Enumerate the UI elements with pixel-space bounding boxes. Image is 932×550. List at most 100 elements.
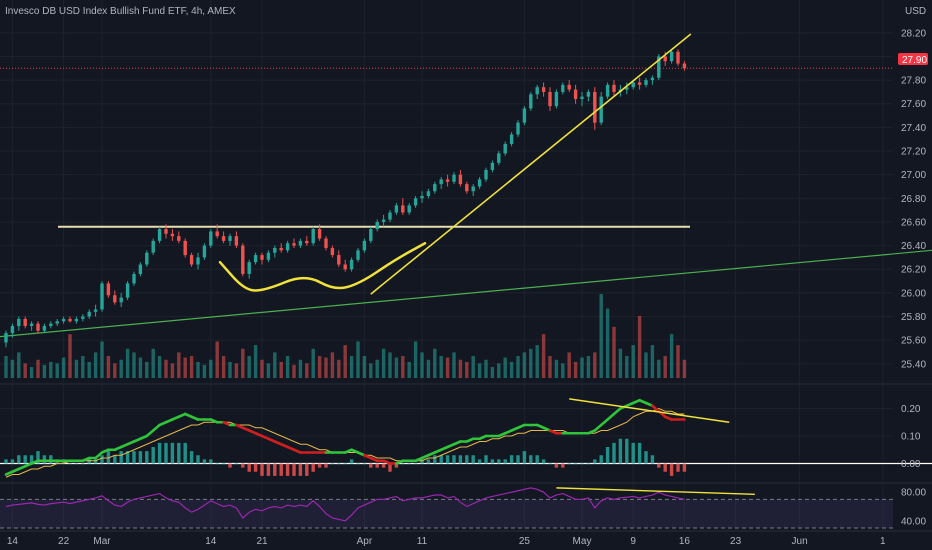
- volume-bar: [637, 315, 642, 378]
- candle-body: [55, 321, 59, 324]
- macd-histogram-bar: [548, 463, 552, 465]
- candle-body: [381, 219, 386, 222]
- macd-histogram-bar: [535, 455, 539, 464]
- macd-histogram-bar: [356, 463, 360, 465]
- candle-body: [356, 250, 360, 260]
- macd-histogram-bar: [657, 463, 661, 468]
- macd-histogram-bar: [567, 463, 571, 465]
- candle-body: [612, 84, 616, 92]
- macd-panel[interactable]: [0, 398, 932, 478]
- volume-bar: [362, 356, 367, 378]
- macd-histogram-bar: [49, 455, 53, 464]
- candle-body: [10, 325, 15, 334]
- price-panel[interactable]: [0, 33, 932, 378]
- macd-histogram-bar: [669, 463, 674, 476]
- macd-histogram-bar: [330, 463, 335, 465]
- macd-histogram-bar: [305, 463, 309, 476]
- macd-histogram-bar: [618, 438, 623, 464]
- macd-histogram-bar: [36, 451, 40, 464]
- candle-body: [349, 259, 354, 270]
- volume-bar: [202, 364, 207, 378]
- price-tick-label: 26.20: [901, 265, 926, 276]
- candle-body: [631, 82, 635, 88]
- macd-histogram-bar: [349, 459, 354, 464]
- macd-histogram-bar: [151, 447, 155, 464]
- volume-bar: [311, 348, 315, 378]
- candle-body: [605, 84, 610, 97]
- rsi-panel[interactable]: [0, 487, 893, 529]
- volume-bar: [55, 363, 59, 378]
- candle-body: [490, 162, 495, 170]
- macd-histogram-bar: [228, 463, 232, 468]
- volume-bar: [177, 352, 181, 378]
- candle-body: [445, 179, 450, 182]
- x-tick-label: 25: [519, 536, 531, 547]
- macd-histogram-bar: [87, 459, 91, 464]
- macd-histogram-bar: [599, 455, 603, 464]
- volume-bar: [170, 363, 175, 378]
- macd-histogram-bar: [298, 463, 303, 476]
- macd-histogram-bar: [401, 463, 405, 465]
- volume-bar: [81, 356, 85, 378]
- candle-body: [388, 212, 392, 220]
- volume-bar: [650, 345, 655, 378]
- candle-body: [202, 245, 207, 258]
- macd-histogram-bar: [29, 455, 34, 464]
- candle-body: [100, 283, 104, 310]
- volume-bar: [93, 352, 98, 378]
- candle-body: [593, 91, 597, 123]
- price-tick-label: 27.40: [901, 123, 926, 134]
- macd-histogram-bar: [420, 459, 424, 464]
- volume-bar: [401, 356, 405, 378]
- macd-histogram-bar: [497, 459, 501, 464]
- macd-tick-label: 0.10: [901, 432, 921, 443]
- candle-body: [509, 134, 514, 144]
- candle-body: [151, 240, 155, 253]
- volume-bar: [247, 356, 251, 378]
- candle-body: [407, 205, 411, 213]
- macd-histogram-bar: [17, 455, 21, 464]
- macd-histogram-bar: [484, 455, 488, 464]
- candle-body: [567, 84, 571, 90]
- candle-body: [215, 231, 219, 237]
- volume-bar: [189, 356, 194, 378]
- candle-body: [362, 240, 367, 251]
- candle-body: [42, 325, 47, 331]
- volume-bar: [394, 357, 399, 378]
- macd-histogram-bar: [279, 463, 283, 476]
- volume-bar: [74, 359, 79, 378]
- candle-body: [573, 89, 578, 100]
- rsi-line: [5, 487, 685, 522]
- candle-body: [298, 240, 303, 246]
- volume-bar: [260, 359, 264, 378]
- macd-histogram-bar: [292, 463, 296, 476]
- candle-body: [369, 229, 373, 241]
- macd-tick-label: 0.00: [901, 459, 921, 470]
- macd-histogram-bar: [221, 463, 226, 465]
- candle-body: [637, 82, 642, 85]
- macd-histogram-bar: [644, 451, 648, 464]
- volume-bar: [228, 361, 232, 378]
- volume-bar: [599, 293, 603, 378]
- macd-histogram-bar: [157, 442, 162, 464]
- candle-body: [650, 77, 655, 81]
- volume-bar: [285, 356, 290, 378]
- macd-histogram-bar: [413, 463, 418, 465]
- price-tick-label: 25.80: [901, 312, 926, 323]
- volume-bar: [125, 348, 130, 378]
- candle-body: [170, 233, 175, 237]
- macd-histogram-bar: [311, 463, 315, 472]
- volume-bar: [100, 341, 104, 378]
- candle-body: [516, 122, 520, 135]
- candle-body: [305, 240, 309, 244]
- macd-histogram-bar: [183, 442, 187, 464]
- price-tick-label: 27.00: [901, 170, 926, 181]
- macd-histogram-bar: [343, 463, 347, 465]
- macd-divergence-line: [569, 398, 730, 423]
- x-tick-label: 14: [7, 536, 19, 547]
- volume-bar: [452, 352, 456, 378]
- macd-histogram-bar: [266, 463, 271, 476]
- volume-bar: [388, 352, 392, 378]
